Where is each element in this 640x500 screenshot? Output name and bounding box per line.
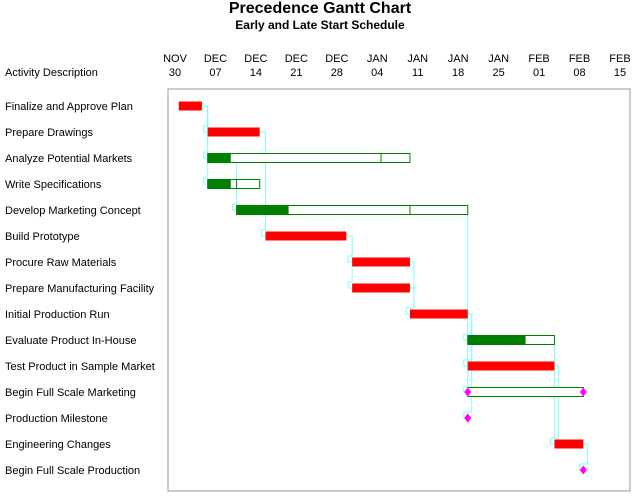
x-tick-month: NOV xyxy=(163,53,188,65)
x-tick-month: DEC xyxy=(244,53,267,65)
link-line xyxy=(549,365,559,445)
activity-label: Initial Production Run xyxy=(5,309,110,321)
x-tick-month: DEC xyxy=(285,53,308,65)
activity-label: Begin Full Scale Production xyxy=(5,465,140,477)
x-tick-month: JAN xyxy=(367,53,388,65)
critical-bar xyxy=(265,231,347,241)
x-tick-month: DEC xyxy=(204,53,227,65)
x-tick-day: 18 xyxy=(452,67,464,79)
x-tick-day: 08 xyxy=(573,67,585,79)
x-tick-month: FEB xyxy=(609,53,630,65)
link-line xyxy=(346,235,353,289)
activity-label: Procure Raw Materials xyxy=(5,257,117,269)
link-line xyxy=(346,235,353,263)
milestone-marker xyxy=(464,387,472,397)
chart-title: Precedence Gantt Chart xyxy=(228,0,412,17)
x-tick-day: 14 xyxy=(250,67,262,79)
link-line xyxy=(405,287,415,315)
critical-bar xyxy=(352,283,410,293)
early-bar xyxy=(207,179,231,189)
link-line xyxy=(201,105,209,133)
activity-label: Test Product in Sample Market xyxy=(5,361,155,373)
activity-label: Prepare Drawings xyxy=(5,127,94,139)
slack-bar xyxy=(207,153,411,163)
x-tick-day: 01 xyxy=(533,67,545,79)
slack-bar xyxy=(467,387,584,397)
activity-label: Production Milestone xyxy=(5,413,108,425)
activity-label: Develop Marketing Concept xyxy=(5,205,141,217)
critical-bar xyxy=(352,257,410,267)
activity-label: Analyze Potential Markets xyxy=(5,153,133,165)
milestone-marker xyxy=(464,413,472,423)
x-tick-month: JAN xyxy=(448,53,469,65)
activity-label: Write Specifications xyxy=(5,179,102,191)
activity-label: Begin Full Scale Marketing xyxy=(5,387,136,399)
column-header: Activity Description xyxy=(5,67,98,79)
link-line xyxy=(259,131,266,237)
critical-bar xyxy=(409,309,468,319)
x-tick-day: 30 xyxy=(169,67,181,79)
x-tick-month: JAN xyxy=(407,53,428,65)
early-bar xyxy=(236,205,289,215)
late-milestone-marker xyxy=(579,387,587,397)
link-line xyxy=(201,105,209,185)
chart-subtitle: Early and Late Start Schedule xyxy=(235,18,405,32)
x-tick-day: 28 xyxy=(331,67,343,79)
early-bar xyxy=(207,153,231,163)
critical-bar xyxy=(554,439,584,449)
activity-label: Engineering Changes xyxy=(5,439,111,451)
milestone-marker xyxy=(579,465,587,475)
x-tick-month: JAN xyxy=(488,53,509,65)
activity-label: Build Prototype xyxy=(5,231,80,243)
activity-label: Prepare Manufacturing Facility xyxy=(5,283,155,295)
critical-bar xyxy=(178,101,202,111)
plot-frame xyxy=(167,88,631,492)
activity-label: Finalize and Approve Plan xyxy=(5,101,133,113)
x-tick-day: 04 xyxy=(371,67,383,79)
x-tick-day: 07 xyxy=(209,67,221,79)
critical-bar xyxy=(467,361,555,371)
x-tick-month: FEB xyxy=(528,53,549,65)
x-tick-day: 15 xyxy=(614,67,626,79)
activity-label: Evaluate Product In-House xyxy=(5,335,136,347)
x-tick-day: 25 xyxy=(493,67,505,79)
x-tick-day: 11 xyxy=(412,67,423,79)
x-tick-month: DEC xyxy=(325,53,348,65)
x-tick-day: 21 xyxy=(290,67,302,79)
critical-bar xyxy=(207,127,260,137)
early-bar xyxy=(467,335,526,345)
x-tick-month: FEB xyxy=(569,53,590,65)
